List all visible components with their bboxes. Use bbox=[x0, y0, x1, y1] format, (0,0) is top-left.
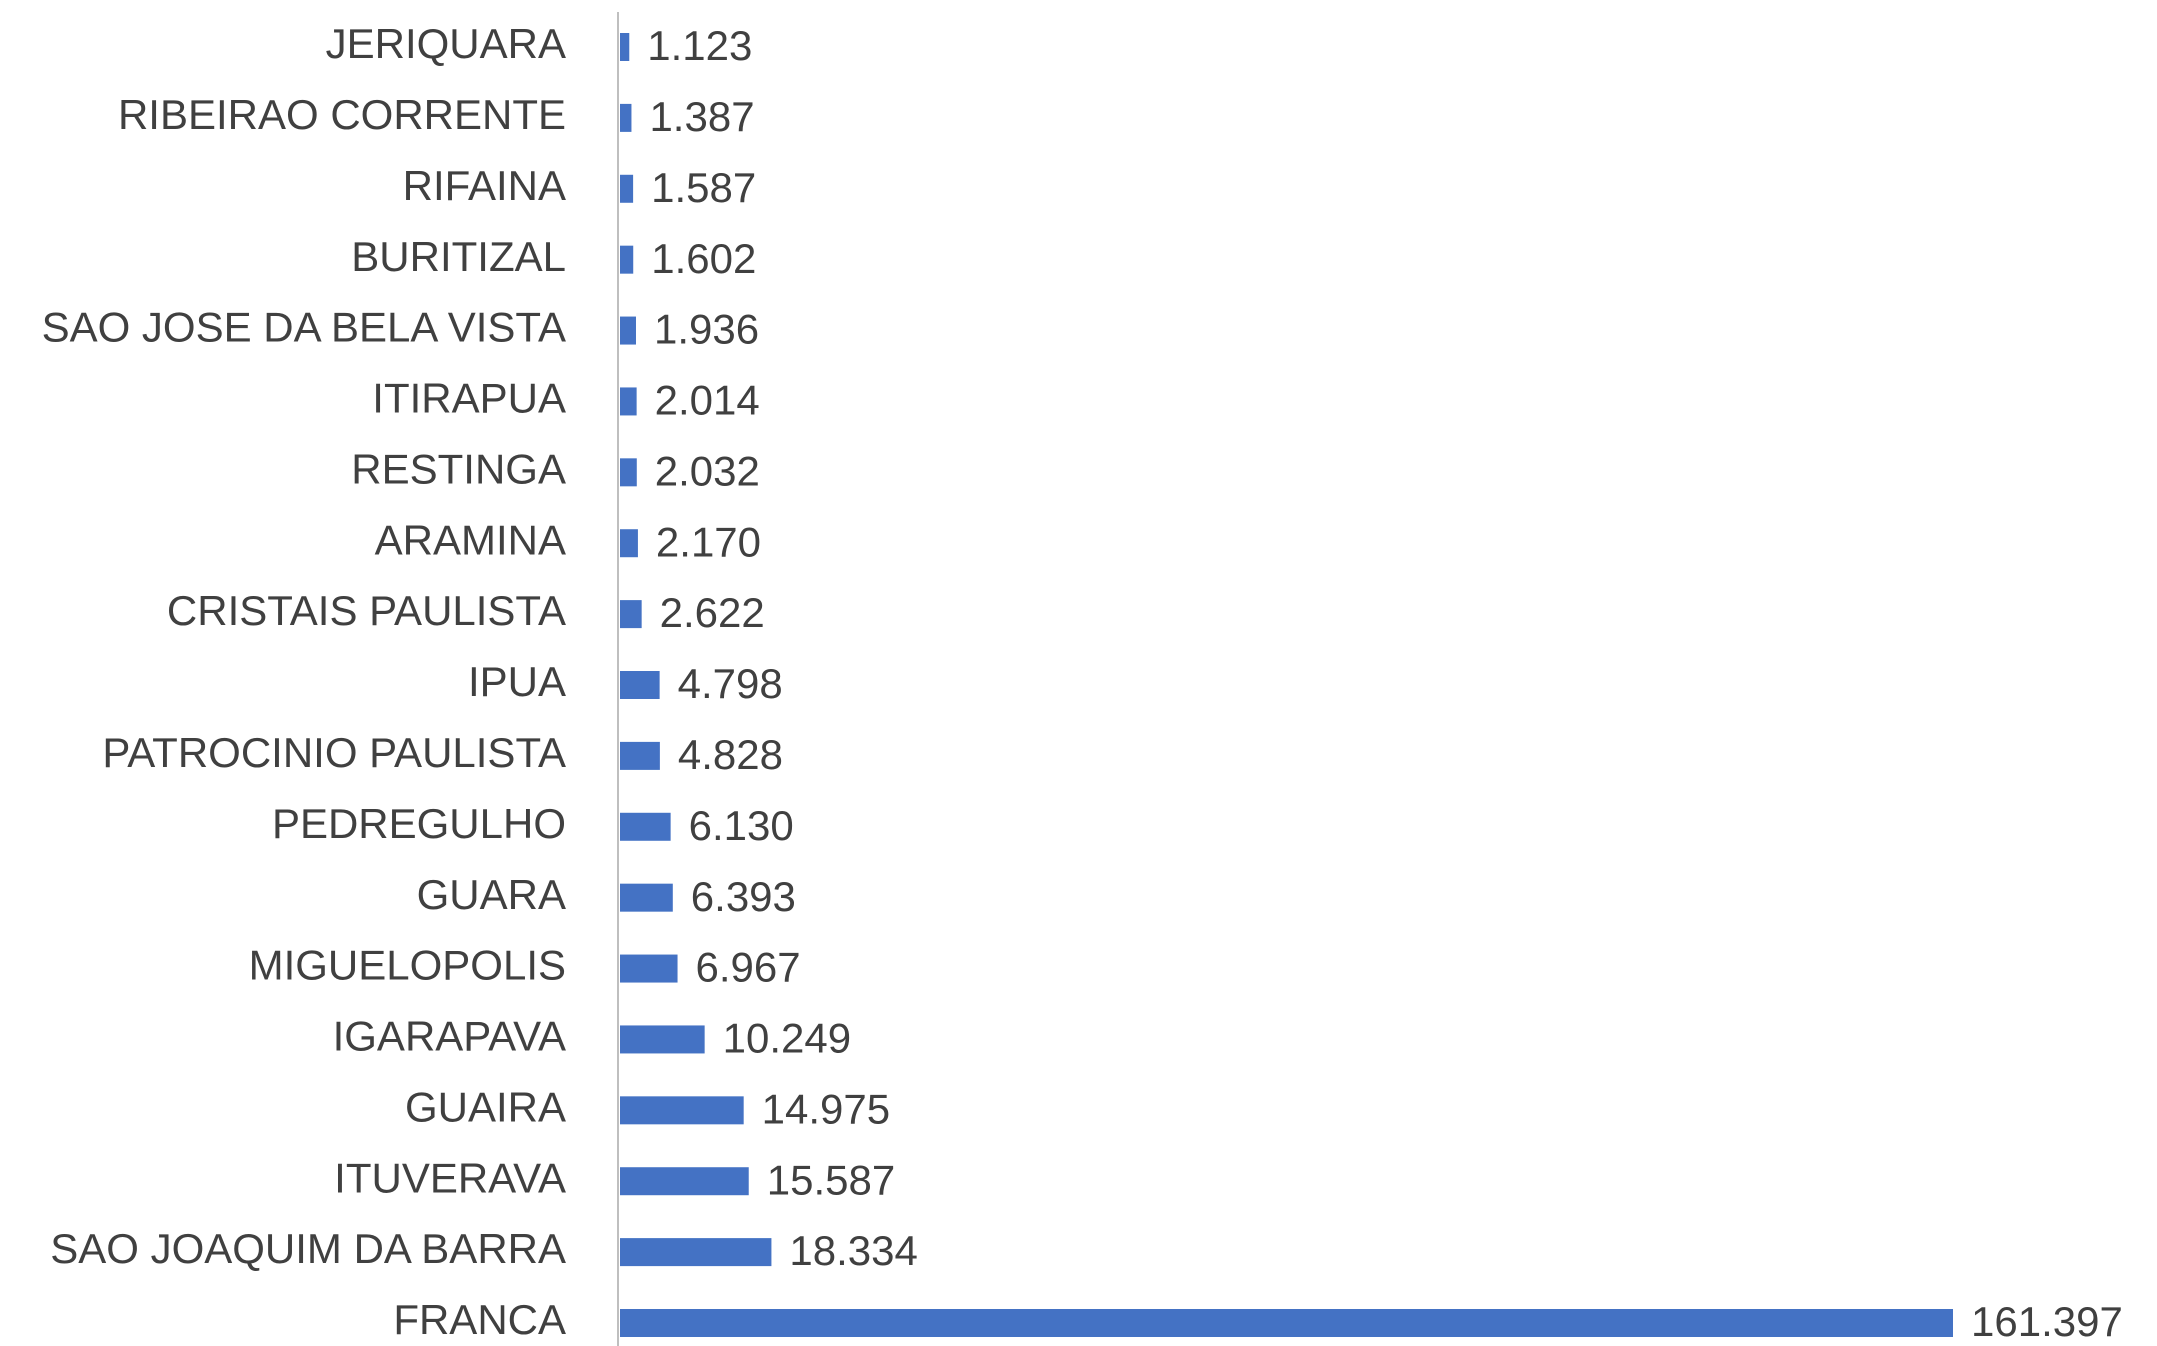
category-label: ITUVERAVA bbox=[334, 1154, 566, 1201]
data-label: 10.249 bbox=[723, 1015, 851, 1062]
data-label: 1.587 bbox=[651, 164, 756, 211]
bar bbox=[620, 671, 660, 699]
data-label: 1.387 bbox=[649, 93, 754, 140]
category-label: FRANCA bbox=[393, 1296, 566, 1343]
data-label: 2.032 bbox=[655, 447, 760, 494]
data-label: 6.393 bbox=[691, 873, 796, 920]
bar bbox=[620, 1096, 744, 1125]
bar bbox=[620, 387, 637, 416]
data-label: 2.014 bbox=[655, 377, 760, 424]
category-label: RESTINGA bbox=[351, 445, 566, 492]
category-label: RIBEIRAO CORRENTE bbox=[118, 91, 566, 138]
data-label: 1.936 bbox=[654, 306, 759, 353]
category-label: ARAMINA bbox=[375, 516, 566, 563]
bar bbox=[620, 33, 630, 61]
category-label: SAO JOAQUIM DA BARRA bbox=[50, 1225, 566, 1272]
data-label: 1.602 bbox=[651, 235, 756, 282]
bar bbox=[620, 103, 632, 132]
data-label: 15.587 bbox=[767, 1156, 895, 1203]
data-label: 2.622 bbox=[660, 589, 765, 636]
category-label: GUARA bbox=[417, 871, 566, 918]
data-label: 6.130 bbox=[689, 802, 794, 849]
bar bbox=[620, 812, 671, 841]
category-label: BURITIZAL bbox=[351, 233, 566, 280]
bar bbox=[620, 741, 660, 770]
bar bbox=[620, 883, 673, 912]
data-label: 1.123 bbox=[647, 22, 752, 69]
category-label: IPUA bbox=[468, 658, 566, 705]
category-label: MIGUELOPOLIS bbox=[249, 942, 566, 989]
data-label: 6.967 bbox=[696, 944, 801, 991]
bar bbox=[620, 1167, 749, 1196]
category-label: PEDREGULHO bbox=[272, 800, 566, 847]
category-label: SAO JOSE DA BELA VISTA bbox=[42, 304, 566, 351]
bar bbox=[620, 1238, 772, 1267]
bar bbox=[620, 600, 642, 629]
bar bbox=[620, 458, 637, 487]
category-label: IGARAPAVA bbox=[333, 1013, 566, 1060]
category-label: ITIRAPUA bbox=[372, 375, 566, 422]
bar bbox=[620, 316, 636, 345]
category-label: CRISTAIS PAULISTA bbox=[167, 587, 566, 634]
bar bbox=[620, 954, 678, 983]
data-label: 18.334 bbox=[789, 1227, 917, 1274]
bar bbox=[620, 245, 634, 274]
category-label: PATROCINIO PAULISTA bbox=[102, 729, 566, 776]
bar bbox=[620, 1309, 1953, 1337]
category-label: JERIQUARA bbox=[326, 20, 566, 67]
data-label: 161.397 bbox=[1971, 1298, 2123, 1345]
bar bbox=[620, 1025, 705, 1054]
data-label: 14.975 bbox=[762, 1085, 890, 1132]
category-label: GUAIRA bbox=[405, 1083, 566, 1130]
bar bbox=[620, 174, 634, 203]
data-label: 4.798 bbox=[678, 660, 783, 707]
bar bbox=[620, 529, 638, 558]
data-label: 4.828 bbox=[678, 731, 783, 778]
data-label: 2.170 bbox=[656, 518, 761, 565]
category-label: RIFAINA bbox=[403, 162, 566, 209]
